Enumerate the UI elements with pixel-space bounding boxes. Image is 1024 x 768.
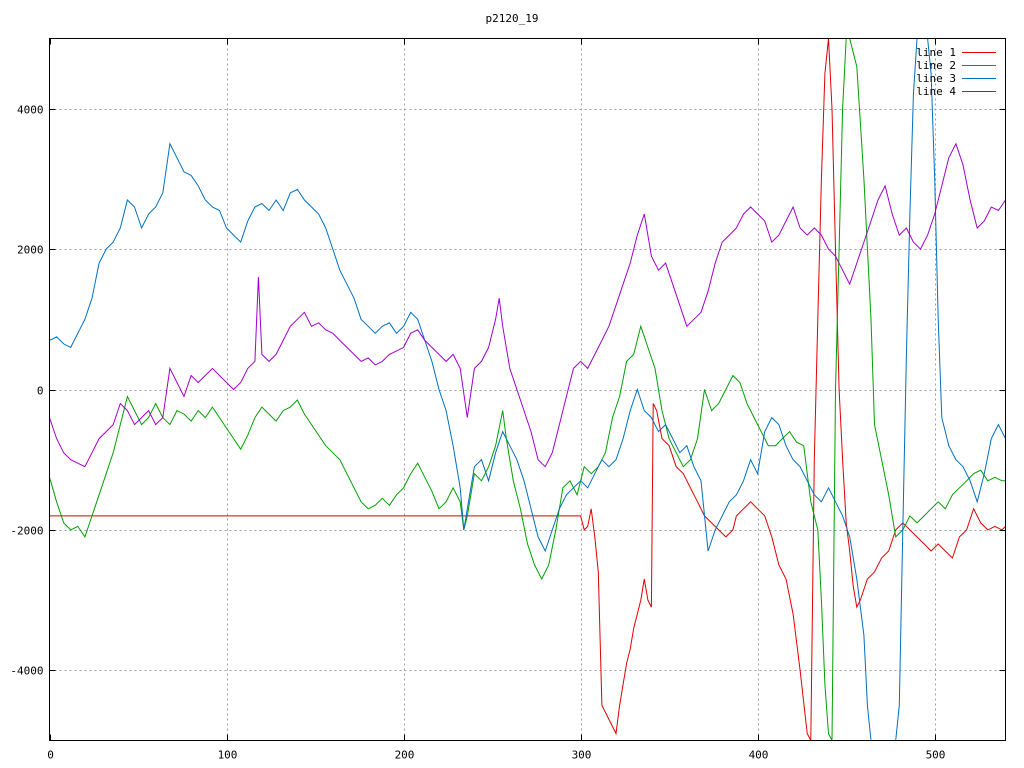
plot-area — [49, 38, 1006, 741]
series-line-2 — [49, 38, 1006, 741]
axis-ticks: 0 100 200 300 400 500 -4000 -2000 0 2000 4000 — [10, 38, 1006, 762]
y-tick-label: 0 — [37, 385, 44, 398]
x-tick-label: 300 — [572, 749, 592, 762]
x-tick-label: 100 — [218, 749, 238, 762]
x-tick-label: 400 — [749, 749, 769, 762]
legend-label-2: line 2 — [916, 59, 956, 72]
y-tick-label: -2000 — [10, 525, 43, 538]
x-tick-label: 500 — [926, 749, 946, 762]
plot-frame — [49, 38, 1006, 741]
series-line-1 — [49, 38, 1006, 741]
legend-label-1: line 1 — [916, 46, 956, 59]
grid — [49, 38, 1006, 741]
legend-label-4: line 4 — [916, 85, 956, 98]
y-tick-label: -4000 — [10, 665, 43, 678]
y-tick-label: 4000 — [17, 104, 44, 117]
y-tick-label: 2000 — [17, 244, 44, 257]
x-tick-label: 0 — [47, 749, 54, 762]
legend-label-3: line 3 — [916, 72, 956, 85]
series-line-4 — [49, 142, 1006, 468]
chart-title: p2120_19 — [486, 12, 539, 25]
x-tick-label: 200 — [395, 749, 415, 762]
series-line-3 — [49, 38, 1006, 741]
